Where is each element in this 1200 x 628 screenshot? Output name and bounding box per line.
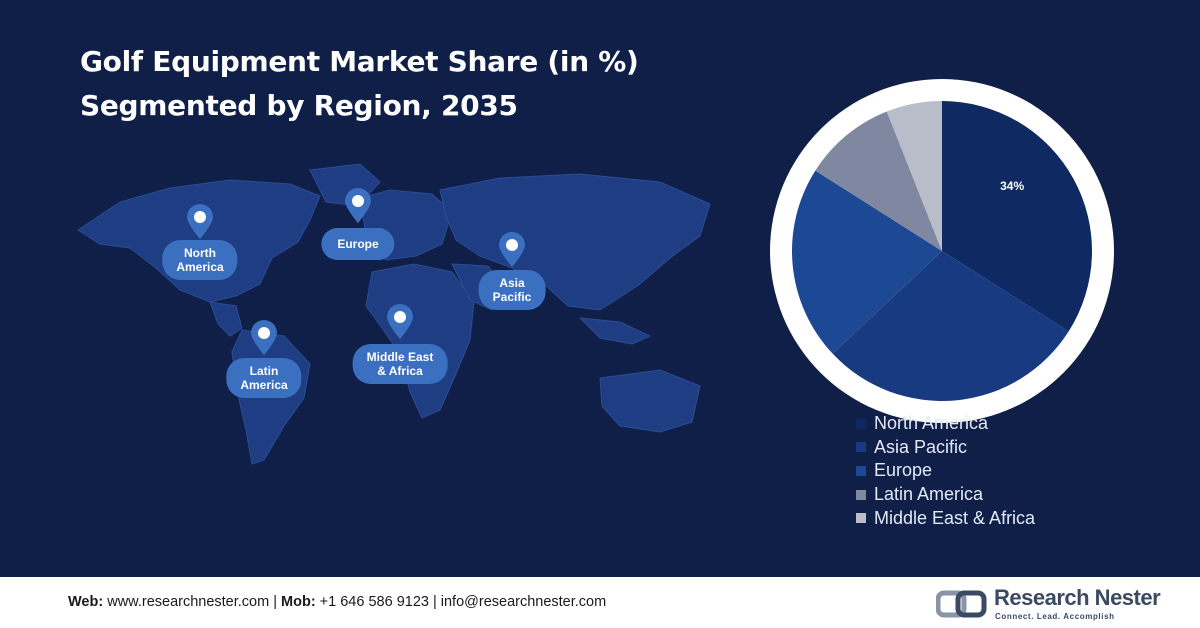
pie-slice-latin-america <box>815 111 942 251</box>
legend-item: Asia Pacific <box>856 436 1035 460</box>
research-nester-logo: Research Nester Connect. Lead. Accomplis… <box>936 585 1161 623</box>
chart-legend: North America Asia Pacific Europe Latin Ame… <box>856 412 1035 530</box>
africa-landmass <box>365 263 475 419</box>
legend-label: Europe <box>874 460 933 481</box>
phone-email-text[interactable]: +1 646 586 9123 | info@researchnester.co… <box>315 594 607 610</box>
pie-slices <box>792 101 1092 401</box>
central-america-landmass <box>209 301 243 337</box>
pie-chart: 34% <box>770 79 1114 423</box>
legend-label: Asia Pacific <box>874 436 968 457</box>
pie-data-label: 34% <box>1000 179 1024 193</box>
north-america-label: North America <box>162 240 238 280</box>
logo-tagline: Connect. Lead. Accomplish <box>995 612 1115 621</box>
legend-swatch <box>856 442 866 453</box>
logo-icon <box>936 590 987 618</box>
australia-landmass <box>599 369 701 433</box>
pie-slice-middle-east-africa <box>886 101 942 251</box>
legend-item: North America <box>856 412 1035 436</box>
southeast-asia-islands <box>578 317 652 345</box>
legend-item: Europe <box>856 459 1035 483</box>
asia-pacific-pin-icon <box>499 232 525 267</box>
legend-item: Latin America <box>856 483 1035 507</box>
europe-pin-icon <box>345 188 371 223</box>
legend-item: Middle East & Africa <box>856 506 1035 530</box>
legend-swatch <box>856 513 866 524</box>
latin-america-pin-icon <box>251 320 277 355</box>
world-map <box>77 163 711 465</box>
pie-slice-north-america <box>942 101 1092 332</box>
pie-slice-europe <box>792 170 942 354</box>
latin-america-label: Latin America <box>226 358 302 398</box>
logo-name: Research Nester <box>994 585 1161 610</box>
title-line-1: Golf Equipment Market Share (in %) <box>80 45 639 78</box>
mob-label: Mob: <box>281 594 316 610</box>
mea-pin-icon <box>387 304 413 339</box>
pie-slice-asia-pacific <box>832 251 1069 401</box>
asia-pacific-label: Asia Pacific <box>478 270 546 310</box>
legend-swatch <box>856 418 866 429</box>
chart-title: Golf Equipment Market Share (in %) Segme… <box>80 40 639 128</box>
pie-data-labels: 34% <box>1000 179 1024 193</box>
contact-info: Web: www.researchnester.com | Mob: +1 64… <box>68 594 606 610</box>
legend-swatch <box>856 465 866 476</box>
legend-swatch <box>856 489 866 500</box>
web-label: Web: <box>68 594 104 610</box>
web-link[interactable]: www.researchnester.com | <box>103 594 282 610</box>
europe-label: Europe <box>321 228 395 260</box>
footer: Web: www.researchnester.com | Mob: +1 64… <box>0 577 1200 628</box>
infographic-panel: Golf Equipment Market Share (in %) Segme… <box>0 0 1200 577</box>
title-line-2: Segmented by Region, 2035 <box>80 89 518 122</box>
legend-label: Latin America <box>874 484 984 505</box>
north-america-pin-icon <box>187 204 213 239</box>
mea-label: Middle East & Africa <box>352 344 448 384</box>
legend-label: North America <box>874 413 989 434</box>
asia-landmass <box>439 173 711 311</box>
legend-label: Middle East & Africa <box>874 507 1036 528</box>
